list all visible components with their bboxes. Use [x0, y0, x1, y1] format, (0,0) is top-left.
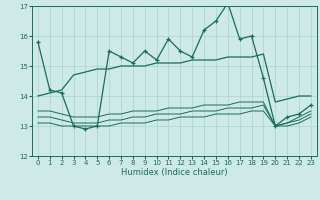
- X-axis label: Humidex (Indice chaleur): Humidex (Indice chaleur): [121, 168, 228, 177]
